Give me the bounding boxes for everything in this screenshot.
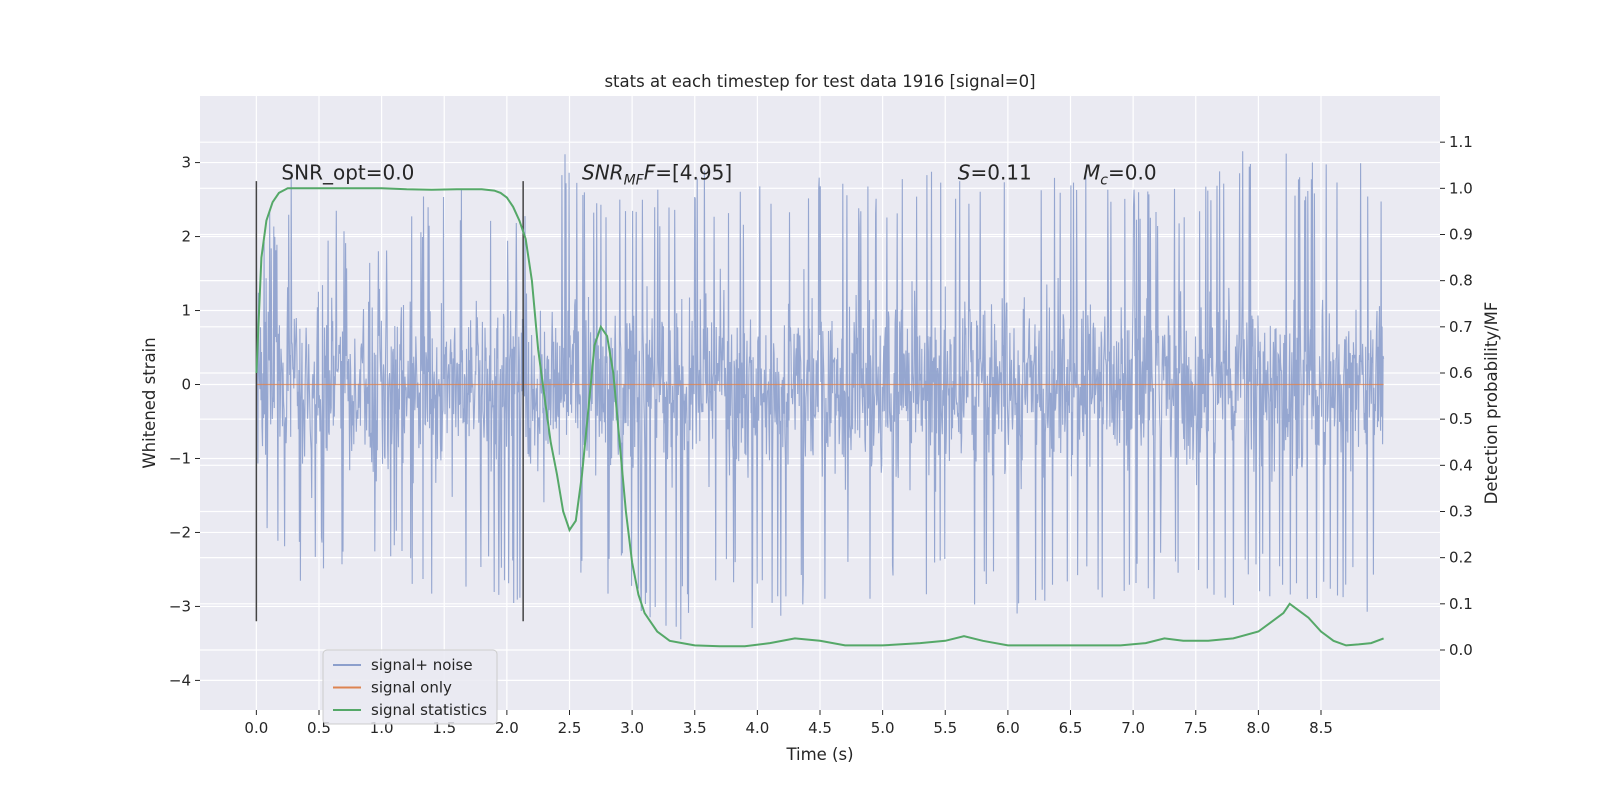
x-axis-label: Time (s) (785, 745, 853, 764)
y-tick-label: −3 (169, 597, 191, 615)
x-tick-label: 6.0 (996, 719, 1020, 737)
annotation-snr-opt: SNR_opt=0.0 (281, 161, 414, 185)
y-tick-label: 2 (181, 228, 191, 246)
chart-title: stats at each timestep for test data 191… (604, 72, 1035, 91)
x-tick-label: 6.5 (1059, 719, 1083, 737)
x-tick-label: 7.0 (1121, 719, 1145, 737)
annotation-s-value: =0.11 (970, 161, 1031, 185)
y2-tick-label: 0.6 (1449, 364, 1473, 382)
annotation-snr-mf-sub: MF (624, 173, 645, 189)
x-tick-label: 2.5 (558, 719, 582, 737)
y2-tick-label: 0.1 (1449, 595, 1473, 613)
legend-label: signal statistics (371, 701, 487, 719)
annotations: SNR_opt=0.0 SNRMFF=[4.95] S=0.11 Mc=0.0 (281, 161, 1156, 189)
annotation-mc-value: =0.0 (1108, 161, 1157, 185)
y-tick-label: 3 (181, 154, 191, 172)
legend: signal+ noise signal only signal statistic… (322, 649, 498, 725)
y2-tick-label: 0.0 (1449, 641, 1473, 659)
legend-label: signal only (371, 679, 452, 697)
y-axis-ticks: −4 −3 −2 −1 0 1 2 3 (169, 154, 200, 689)
y2-axis-label: Detection probability/MF (1482, 302, 1501, 505)
x-tick-label: 7.5 (1184, 719, 1208, 737)
y2-tick-label: 0.3 (1449, 502, 1473, 520)
y2-axis-ticks: 0.0 0.1 0.2 0.3 0.4 0.5 0.6 0.7 0.8 0.9 1.0 1.1 (1440, 133, 1473, 659)
annotation-mc-symbol: M (1083, 161, 1100, 185)
y-tick-label: 0 (181, 376, 191, 394)
y2-tick-label: 1.1 (1449, 133, 1473, 151)
noise-trace (255, 151, 1385, 640)
y2-tick-label: 0.2 (1449, 549, 1473, 567)
x-tick-label: 5.5 (933, 719, 957, 737)
x-tick-label: 3.0 (620, 719, 644, 737)
x-tick-label: 3.5 (683, 719, 707, 737)
x-tick-label: 4.5 (808, 719, 832, 737)
y-axis-label: Whitened strain (140, 337, 159, 468)
annotation-s: S=0.11 (958, 161, 1032, 185)
y-tick-label: 1 (181, 302, 191, 320)
x-tick-label: 5.0 (871, 719, 895, 737)
vertical-markers (255, 181, 524, 622)
annotation-mc: Mc=0.0 (1083, 161, 1157, 189)
y-tick-label: −2 (169, 523, 191, 541)
y2-tick-label: 0.7 (1449, 318, 1473, 336)
y2-tick-label: 1.0 (1449, 179, 1473, 197)
x-tick-label: 2.0 (495, 719, 519, 737)
x-tick-label: 0.0 (244, 719, 268, 737)
legend-label: signal+ noise (371, 656, 473, 674)
legend-box (322, 649, 498, 725)
x-tick-label: 4.0 (745, 719, 769, 737)
y2-tick-label: 0.9 (1449, 225, 1473, 243)
y2-tick-label: 0.4 (1449, 456, 1473, 474)
x-tick-label: 8.0 (1246, 719, 1270, 737)
annotation-s-symbol: S (958, 161, 971, 185)
annotation-mc-sub: c (1100, 173, 1108, 189)
y-tick-label: −4 (169, 671, 191, 689)
y2-tick-label: 0.5 (1449, 410, 1473, 428)
annotation-snr-mf-main: SNR (582, 161, 624, 185)
series-signal-statistics (255, 187, 1384, 648)
annotation-snr-mf-f: F (644, 161, 656, 185)
annotation-snr-mf-value: =[4.95] (655, 161, 732, 185)
series-signal-noise (255, 151, 1385, 640)
annotation-snr-mf: SNRMFF=[4.95] (582, 161, 732, 189)
y2-tick-label: 0.8 (1449, 272, 1473, 290)
x-tick-label: 8.5 (1309, 719, 1333, 737)
y-tick-label: −1 (169, 449, 191, 467)
signal-statistics-line (255, 187, 1384, 648)
